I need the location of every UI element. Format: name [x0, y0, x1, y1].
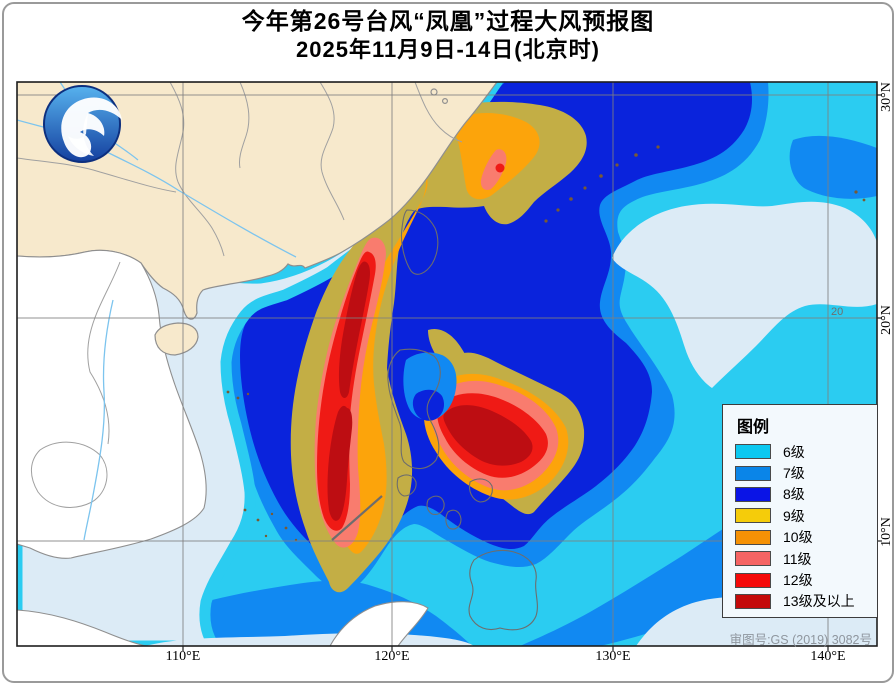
legend-row-11级: 11级 [735, 548, 877, 569]
title-line-1: 今年第26号台风“凤凰”过程大风预报图 [241, 8, 655, 34]
island-negros [445, 509, 462, 530]
legend-row-13级及以上: 13级及以上 [735, 591, 877, 612]
river-mekong [83, 299, 114, 541]
legend-title: 图例 [737, 419, 770, 436]
legend-swatch-icon [735, 465, 771, 481]
wind-area-level13-core-southeast [443, 405, 533, 466]
lon-label-3: 140°E [810, 649, 846, 664]
legend-row-10级: 10级 [735, 527, 877, 548]
title-line-2: 2025年11月9日-14日(北京时) [296, 37, 600, 62]
province-borders [239, 82, 250, 169]
border-laos-cambodia [87, 261, 121, 445]
map-license-note: 审图号:GS (2019) 3082号 [729, 633, 872, 647]
lat-label-1: 20°N [878, 305, 894, 335]
island-specks [226, 145, 866, 542]
legend-swatch-icon [735, 508, 771, 524]
legend-label: 6级 [783, 443, 805, 460]
wind-area-level13-core-b [327, 405, 353, 521]
legend-label: 12级 [783, 572, 813, 589]
land-borneo [329, 601, 429, 646]
island-palawan [331, 495, 383, 541]
lon-label-0: 110°E [165, 649, 201, 664]
legend-row-7级: 7级 [735, 462, 877, 483]
sea-pale-right-blob [612, 201, 877, 388]
legend-row-6级: 6级 [735, 441, 877, 462]
lat-label-0: 30°N [878, 82, 894, 112]
lon-label-1: 120°E [374, 649, 410, 664]
islet [442, 97, 449, 104]
island-samar [468, 478, 493, 503]
island-mindoro [396, 474, 417, 497]
islet [430, 88, 438, 96]
island-panay [426, 495, 445, 515]
axis-ticks [182, 94, 882, 651]
cma-logo-icon [43, 85, 122, 163]
legend-label: 11级 [783, 550, 812, 567]
inline-lat-label: 20 [831, 306, 844, 318]
legend-label: 10级 [783, 529, 813, 546]
lat-label-2: 10°N [878, 517, 894, 547]
map-frame [16, 81, 878, 647]
island-mindanao [468, 549, 538, 631]
legend-row-8级: 8级 [735, 484, 877, 505]
land-hainan [154, 322, 199, 356]
wind-area-level12-north-dot [495, 163, 505, 173]
land-malay [17, 609, 147, 646]
legend-swatch-icon [735, 593, 771, 609]
legend-row-9级: 9级 [735, 505, 877, 526]
page-title: 今年第26号台风“凤凰”过程大风预报图 2025年11月9日-14日(北京时) [0, 6, 896, 64]
legend-label: 9级 [783, 507, 805, 524]
island-taiwan [400, 209, 439, 275]
legend-items: 6级 7级 8级 9级 10级 11级 12级 13级及以上 [735, 441, 877, 612]
province-borders [17, 157, 177, 193]
legend-label: 8级 [783, 486, 805, 503]
legend-swatch-icon [735, 551, 771, 567]
wind-area-level8-luzon-pocket [412, 389, 444, 421]
legend-box: 图例 6级 7级 8级 9级 10级 11级 12级 13级及以上 [722, 404, 878, 618]
legend-swatch-icon [735, 529, 771, 545]
island-luzon [387, 348, 441, 470]
wind-area-level11-north-spot [480, 149, 507, 190]
land-indochina [17, 249, 207, 559]
province-borders [319, 82, 345, 221]
legend-row-12级: 12级 [735, 569, 877, 590]
legend-label: 13级及以上 [783, 593, 855, 610]
legend-swatch-icon [735, 572, 771, 588]
legend-swatch-icon [735, 486, 771, 502]
wind-area-level7-northeast [789, 135, 877, 199]
wind-area-level13-core-a [338, 261, 370, 398]
legend-swatch-icon [735, 444, 771, 460]
legend-label: 7级 [783, 465, 805, 482]
province-borders [414, 82, 463, 143]
lon-label-2: 130°E [595, 649, 631, 664]
